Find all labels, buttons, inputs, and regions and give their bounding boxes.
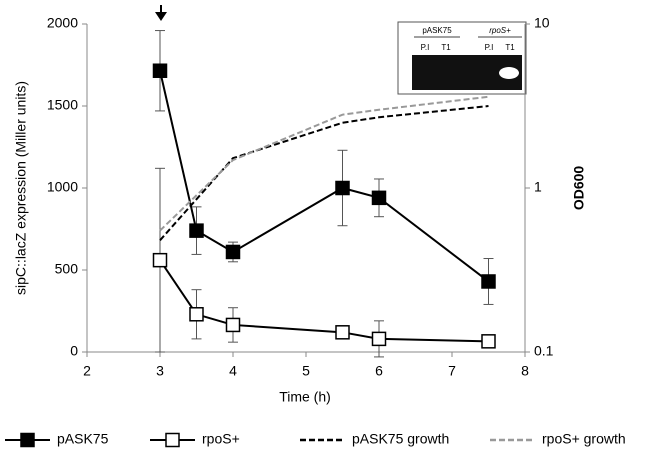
y-tick-label: 2000 xyxy=(47,15,78,31)
marker xyxy=(335,180,350,196)
legend-marker xyxy=(165,432,180,448)
x-tick-label: 2 xyxy=(83,363,91,379)
marker xyxy=(335,325,350,340)
y2-tick-label: 0.1 xyxy=(534,343,554,359)
arrow-head xyxy=(155,12,167,21)
y2-tick-label: 10 xyxy=(534,15,550,31)
marker xyxy=(189,223,204,238)
marker xyxy=(481,334,496,349)
marker xyxy=(371,190,387,206)
y-tick-label: 500 xyxy=(55,261,79,277)
y2-tick-label: 1 xyxy=(534,179,542,195)
inset-label: pASK75 xyxy=(422,26,452,35)
lane-label: P.I xyxy=(485,43,494,52)
series-line xyxy=(159,70,490,283)
marker xyxy=(189,307,204,322)
marker xyxy=(225,244,241,260)
legend-label: rpoS+ xyxy=(202,431,240,447)
marker xyxy=(481,274,496,289)
legend-label: pASK75 xyxy=(57,431,109,447)
y-tick-label: 1000 xyxy=(47,179,78,195)
growth-line xyxy=(159,95,489,232)
y-axis-title: sipC::lacZ expression (Miller units) xyxy=(13,81,29,295)
y-tick-label: 1500 xyxy=(47,97,78,113)
marker xyxy=(152,252,168,268)
y-tick-label: 0 xyxy=(70,343,78,359)
x-tick-label: 4 xyxy=(229,363,237,379)
y2-axis-title: OD600 xyxy=(571,166,587,211)
marker xyxy=(371,331,387,347)
lane-label: P.I xyxy=(421,43,430,52)
x-tick-label: 8 xyxy=(521,363,529,379)
legend-marker xyxy=(20,432,35,448)
lane-label: T1 xyxy=(441,43,451,52)
x-tick-label: 3 xyxy=(156,363,164,379)
x-tick-label: 5 xyxy=(302,363,310,379)
x-tick-label: 6 xyxy=(375,363,383,379)
lane-label: T1 xyxy=(505,43,515,52)
x-tick-label: 7 xyxy=(448,363,456,379)
marker xyxy=(225,317,241,333)
gel-band xyxy=(499,67,519,79)
growth-line xyxy=(159,105,489,241)
inset-label: rpoS+ xyxy=(489,26,511,35)
x-axis-title: Time (h) xyxy=(279,389,331,405)
legend-label: pASK75 growth xyxy=(352,431,449,447)
legend-label: rpoS+ growth xyxy=(542,431,626,447)
series-line xyxy=(159,259,489,343)
marker xyxy=(152,63,168,78)
